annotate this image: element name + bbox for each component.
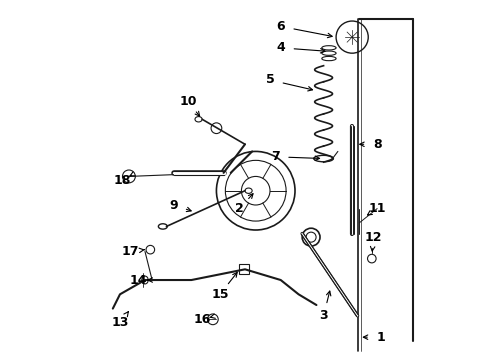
Text: 1: 1 — [376, 331, 385, 344]
Text: 7: 7 — [271, 150, 280, 163]
Text: 9: 9 — [169, 198, 178, 212]
Text: 5: 5 — [266, 73, 274, 86]
Text: 15: 15 — [211, 288, 229, 301]
Text: 3: 3 — [319, 309, 328, 322]
Text: 8: 8 — [373, 138, 382, 151]
Text: 4: 4 — [276, 41, 285, 54]
Text: 2: 2 — [235, 202, 244, 215]
Text: 10: 10 — [179, 95, 196, 108]
Text: 12: 12 — [365, 231, 382, 244]
Text: 13: 13 — [111, 316, 129, 329]
Text: 18: 18 — [113, 174, 130, 186]
Text: 11: 11 — [368, 202, 386, 215]
Text: 6: 6 — [276, 20, 285, 33]
Text: 17: 17 — [122, 245, 140, 258]
Text: 14: 14 — [129, 274, 147, 287]
Text: 16: 16 — [194, 313, 211, 326]
